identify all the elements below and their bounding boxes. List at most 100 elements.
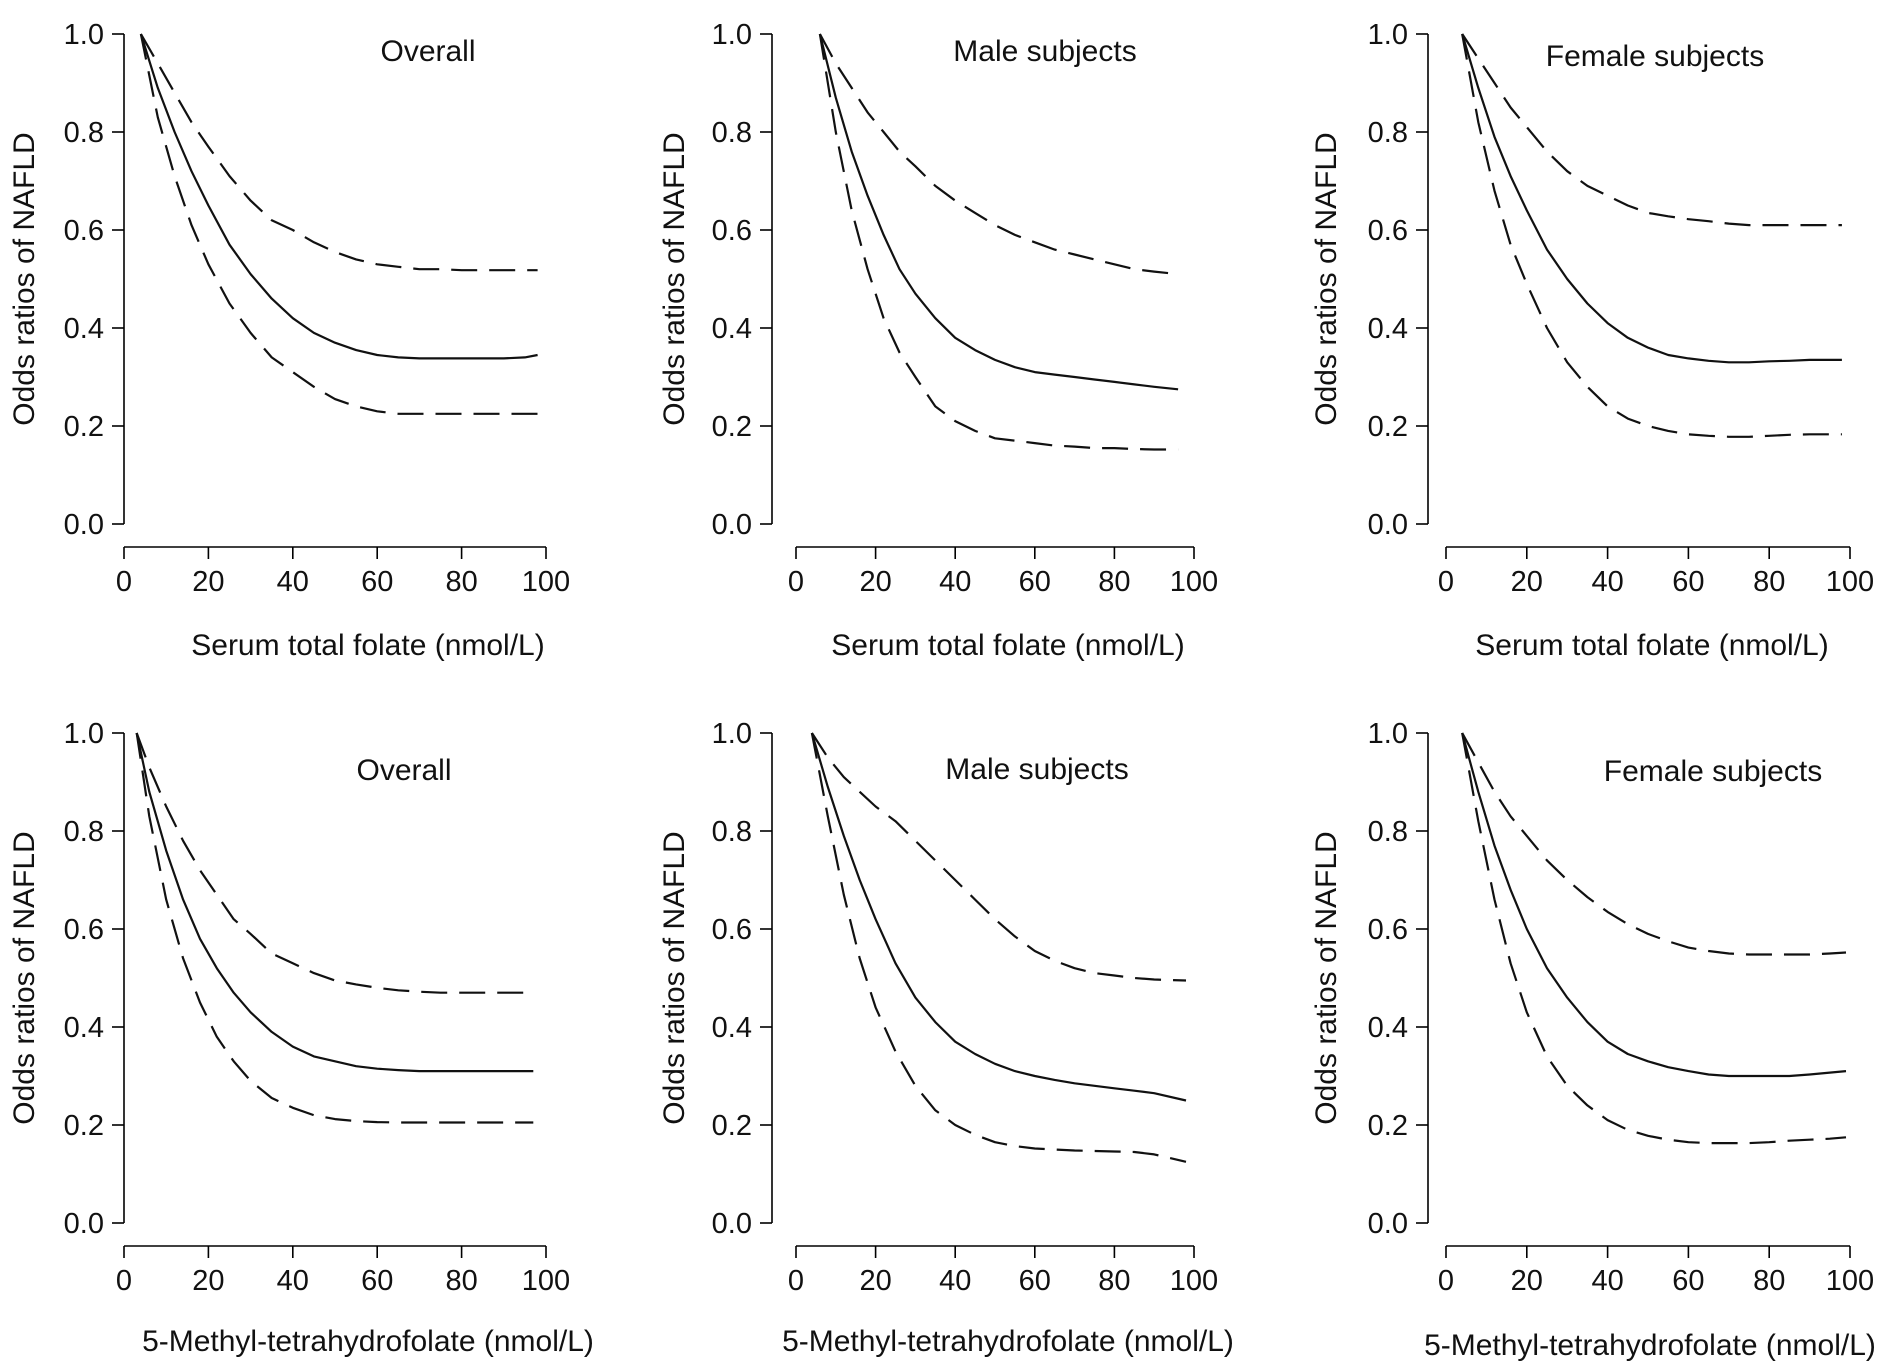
y-tick-label: 1.0: [1368, 718, 1408, 750]
upper-ci-curve: [1461, 33, 1842, 227]
x-tick-label: 20: [192, 1265, 224, 1297]
x-tick-label: 60: [1019, 1265, 1051, 1297]
odds-ratio-curve: [135, 732, 534, 1073]
odds-ratio-curve: [1461, 33, 1842, 364]
x-tick-label: 100: [1826, 566, 1874, 598]
y-tick-label: 0.2: [1368, 1110, 1408, 1142]
lower-ci-curve: [810, 732, 1187, 1163]
y-tick-label: 0.0: [1368, 509, 1408, 541]
x-axis-title: 5-Methyl-tetrahydrofolate (nmol/L): [782, 1325, 1234, 1358]
odds-ratio-curve: [1461, 732, 1847, 1078]
x-tick-label: 60: [361, 1265, 393, 1297]
y-tick-label: 0.8: [712, 117, 752, 149]
panel-title: Male subjects: [945, 753, 1128, 786]
y-tick-label: 0.4: [64, 313, 104, 345]
panel-title: Female subjects: [1546, 40, 1764, 73]
x-tick-label: 40: [277, 566, 309, 598]
chart-panel-2: 0.0 0.2 0.4 0.6 0.8 1.0 0 20 40 60 80 100 Odds ratio…: [658, 19, 1218, 662]
x-tick-label: 60: [361, 566, 393, 598]
chart-panel-6: 0.0 0.2 0.4 0.6 0.8 1.0 0 20 40 60 80 100 Odds ratio…: [1310, 718, 1876, 1362]
y-tick-label: 1.0: [1368, 19, 1408, 51]
lower-ci-curve: [1461, 33, 1842, 438]
x-tick-label: 100: [1170, 566, 1218, 598]
y-tick-label: 0.4: [1368, 313, 1408, 345]
y-tick-label: 0.2: [64, 1110, 104, 1142]
y-tick-label: 1.0: [64, 19, 104, 51]
lower-ci-curve: [139, 33, 538, 415]
x-tick-label: 60: [1672, 1265, 1704, 1297]
x-tick-label: 0: [1438, 566, 1454, 598]
y-tick-label: 0.8: [1368, 816, 1408, 848]
panel-title: Female subjects: [1604, 755, 1822, 788]
y-tick-label: 0.8: [64, 117, 104, 149]
y-tick-label: 0.2: [64, 411, 104, 443]
x-tick-label: 0: [788, 566, 804, 598]
x-tick-label: 40: [1591, 1265, 1623, 1297]
y-tick-label: 0.2: [712, 1110, 752, 1142]
x-axis-title: 5-Methyl-tetrahydrofolate (nmol/L): [142, 1325, 594, 1358]
y-tick-label: 0.4: [64, 1012, 104, 1044]
x-axis-title: Serum total folate (nmol/L): [1475, 629, 1828, 662]
y-tick-label: 0.8: [64, 816, 104, 848]
y-tick-label: 0.0: [1368, 1208, 1408, 1240]
y-tick-label: 0.4: [1368, 1012, 1408, 1044]
y-tick-label: 0.8: [1368, 117, 1408, 149]
x-axis-title: Serum total folate (nmol/L): [831, 629, 1184, 662]
y-axis-title: Odds ratios of NAFLD: [8, 132, 41, 425]
y-tick-label: 0.0: [712, 1208, 752, 1240]
panel-title: Male subjects: [953, 35, 1136, 68]
upper-ci-curve: [818, 33, 1179, 276]
x-tick-label: 100: [522, 1265, 570, 1297]
y-tick-label: 1.0: [64, 718, 104, 750]
x-tick-label: 40: [277, 1265, 309, 1297]
x-tick-label: 20: [859, 1265, 891, 1297]
x-tick-label: 20: [1511, 566, 1543, 598]
x-tick-label: 0: [1438, 1265, 1454, 1297]
y-tick-label: 0.2: [712, 411, 752, 443]
x-tick-label: 0: [788, 1265, 804, 1297]
x-tick-label: 40: [939, 1265, 971, 1297]
x-tick-label: 60: [1019, 566, 1051, 598]
x-tick-label: 20: [1511, 1265, 1543, 1297]
y-tick-label: 0.6: [712, 215, 752, 247]
y-axis-title: Odds ratios of NAFLD: [8, 831, 41, 1124]
chart-panel-4: 0.0 0.2 0.4 0.6 0.8 1.0 0 20 40 60 80 100 Odds ratio…: [8, 718, 594, 1358]
y-axis-title: Odds ratios of NAFLD: [1310, 132, 1343, 425]
panel-title: Overall: [380, 35, 475, 68]
lower-ci-curve: [1461, 732, 1847, 1145]
y-axis-title: Odds ratios of NAFLD: [658, 132, 691, 425]
chart-panel-1: 0.0 0.2 0.4 0.6 0.8 1.0 0 20 40 60 80 100 Odds ratio…: [8, 19, 570, 662]
upper-ci-curve: [135, 732, 534, 994]
y-tick-label: 0.0: [64, 509, 104, 541]
upper-ci-curve: [1461, 732, 1847, 956]
x-axis-title: Serum total folate (nmol/L): [191, 629, 544, 662]
chart-panel-5: 0.0 0.2 0.4 0.6 0.8 1.0 0 20 40 60 80 100 Odds ratio…: [658, 718, 1234, 1358]
x-tick-label: 100: [1170, 1265, 1218, 1297]
y-tick-label: 0.6: [712, 914, 752, 946]
y-tick-label: 1.0: [712, 19, 752, 51]
x-tick-label: 60: [1672, 566, 1704, 598]
x-tick-label: 100: [522, 566, 570, 598]
upper-ci-curve: [139, 33, 538, 272]
panel-title: Overall: [356, 754, 451, 787]
x-tick-label: 80: [1098, 566, 1130, 598]
y-tick-label: 0.2: [1368, 411, 1408, 443]
y-tick-label: 0.6: [1368, 914, 1408, 946]
y-axis-title: Odds ratios of NAFLD: [1310, 831, 1343, 1124]
x-tick-label: 80: [1098, 1265, 1130, 1297]
x-tick-label: 80: [1753, 566, 1785, 598]
x-tick-label: 0: [116, 1265, 132, 1297]
x-tick-label: 40: [1591, 566, 1623, 598]
x-tick-label: 80: [445, 566, 477, 598]
y-tick-label: 0.6: [64, 215, 104, 247]
x-tick-label: 40: [939, 566, 971, 598]
y-tick-label: 0.4: [712, 313, 752, 345]
y-tick-label: 0.0: [64, 1208, 104, 1240]
x-tick-label: 80: [1753, 1265, 1785, 1297]
odds-ratio-curve: [810, 732, 1187, 1102]
y-tick-label: 0.6: [64, 914, 104, 946]
x-tick-label: 20: [192, 566, 224, 598]
lower-ci-curve: [818, 33, 1179, 451]
y-tick-label: 0.8: [712, 816, 752, 848]
